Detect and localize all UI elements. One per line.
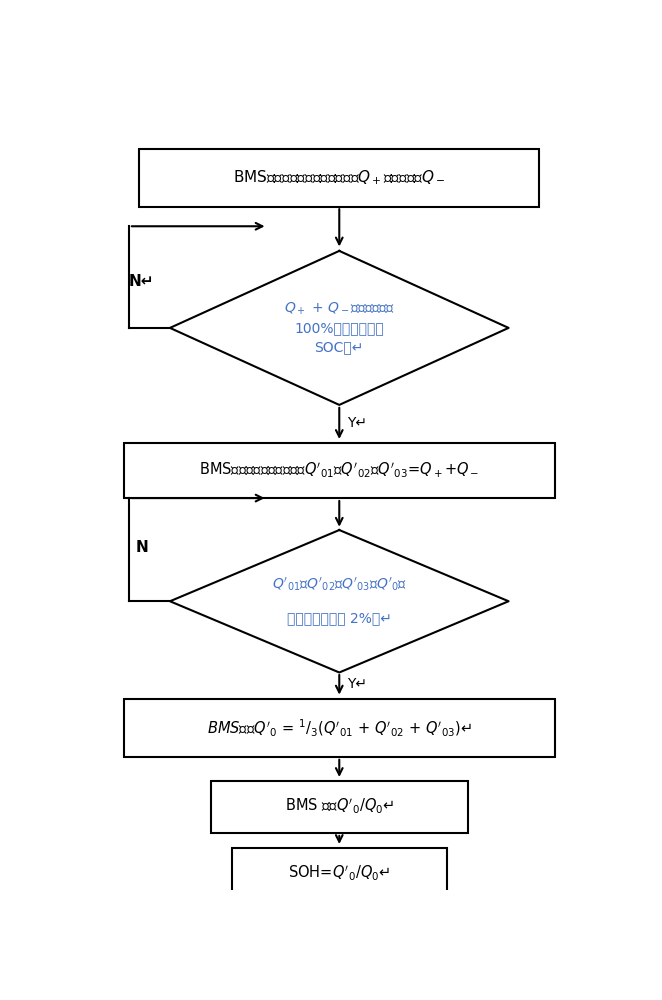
Text: Y↵: Y↵ — [348, 677, 367, 691]
Bar — [124, 443, 555, 498]
Text: Y↵: Y↵ — [348, 416, 367, 430]
Bar — [139, 149, 540, 207]
Text: BMS统计动力电池包的充入电量$Q_+$与放出电量$Q_-$: BMS统计动力电池包的充入电量$Q_+$与放出电量$Q_-$ — [233, 168, 446, 187]
Text: N↵: N↵ — [129, 274, 154, 289]
Bar — [124, 699, 555, 757]
Text: 偏差是否均小于 2%？↵: 偏差是否均小于 2%？↵ — [287, 611, 392, 625]
Text: SOC？↵: SOC？↵ — [314, 340, 364, 354]
Text: SOH=$Q'_0$/$Q_0$↵: SOH=$Q'_0$/$Q_0$↵ — [288, 863, 391, 883]
Bar — [211, 781, 467, 833]
Text: N: N — [135, 540, 148, 555]
Text: $Q_+$ + $Q_-$是否等于一个: $Q_+$ + $Q_-$是否等于一个 — [284, 300, 395, 317]
Text: $Q'_{01}$、$Q'_{02}$、$Q'_{03}$与$Q'_0$的: $Q'_{01}$、$Q'_{02}$、$Q'_{03}$与$Q'_0$的 — [271, 576, 407, 593]
Text: BMS分别计算当前可用容量$Q'_{01}$、$Q'_{02}$、$Q'_{03}$=$Q_+$+$Q_-$: BMS分别计算当前可用容量$Q'_{01}$、$Q'_{02}$、$Q'_{03… — [199, 461, 479, 480]
Text: $BMS$计算$Q'_0$ = $^1/_3$($Q'_{01}$ + $Q'_{02}$ + $Q'_{03}$)↵: $BMS$计算$Q'_0$ = $^1/_3$($Q'_{01}$ + $Q'_… — [207, 718, 472, 739]
Text: 100%电池剩余容量: 100%电池剩余容量 — [295, 321, 384, 335]
Text: BMS 计算$Q'_0$/$Q_0$↵: BMS 计算$Q'_0$/$Q_0$↵ — [285, 797, 394, 816]
Bar — [232, 848, 447, 898]
